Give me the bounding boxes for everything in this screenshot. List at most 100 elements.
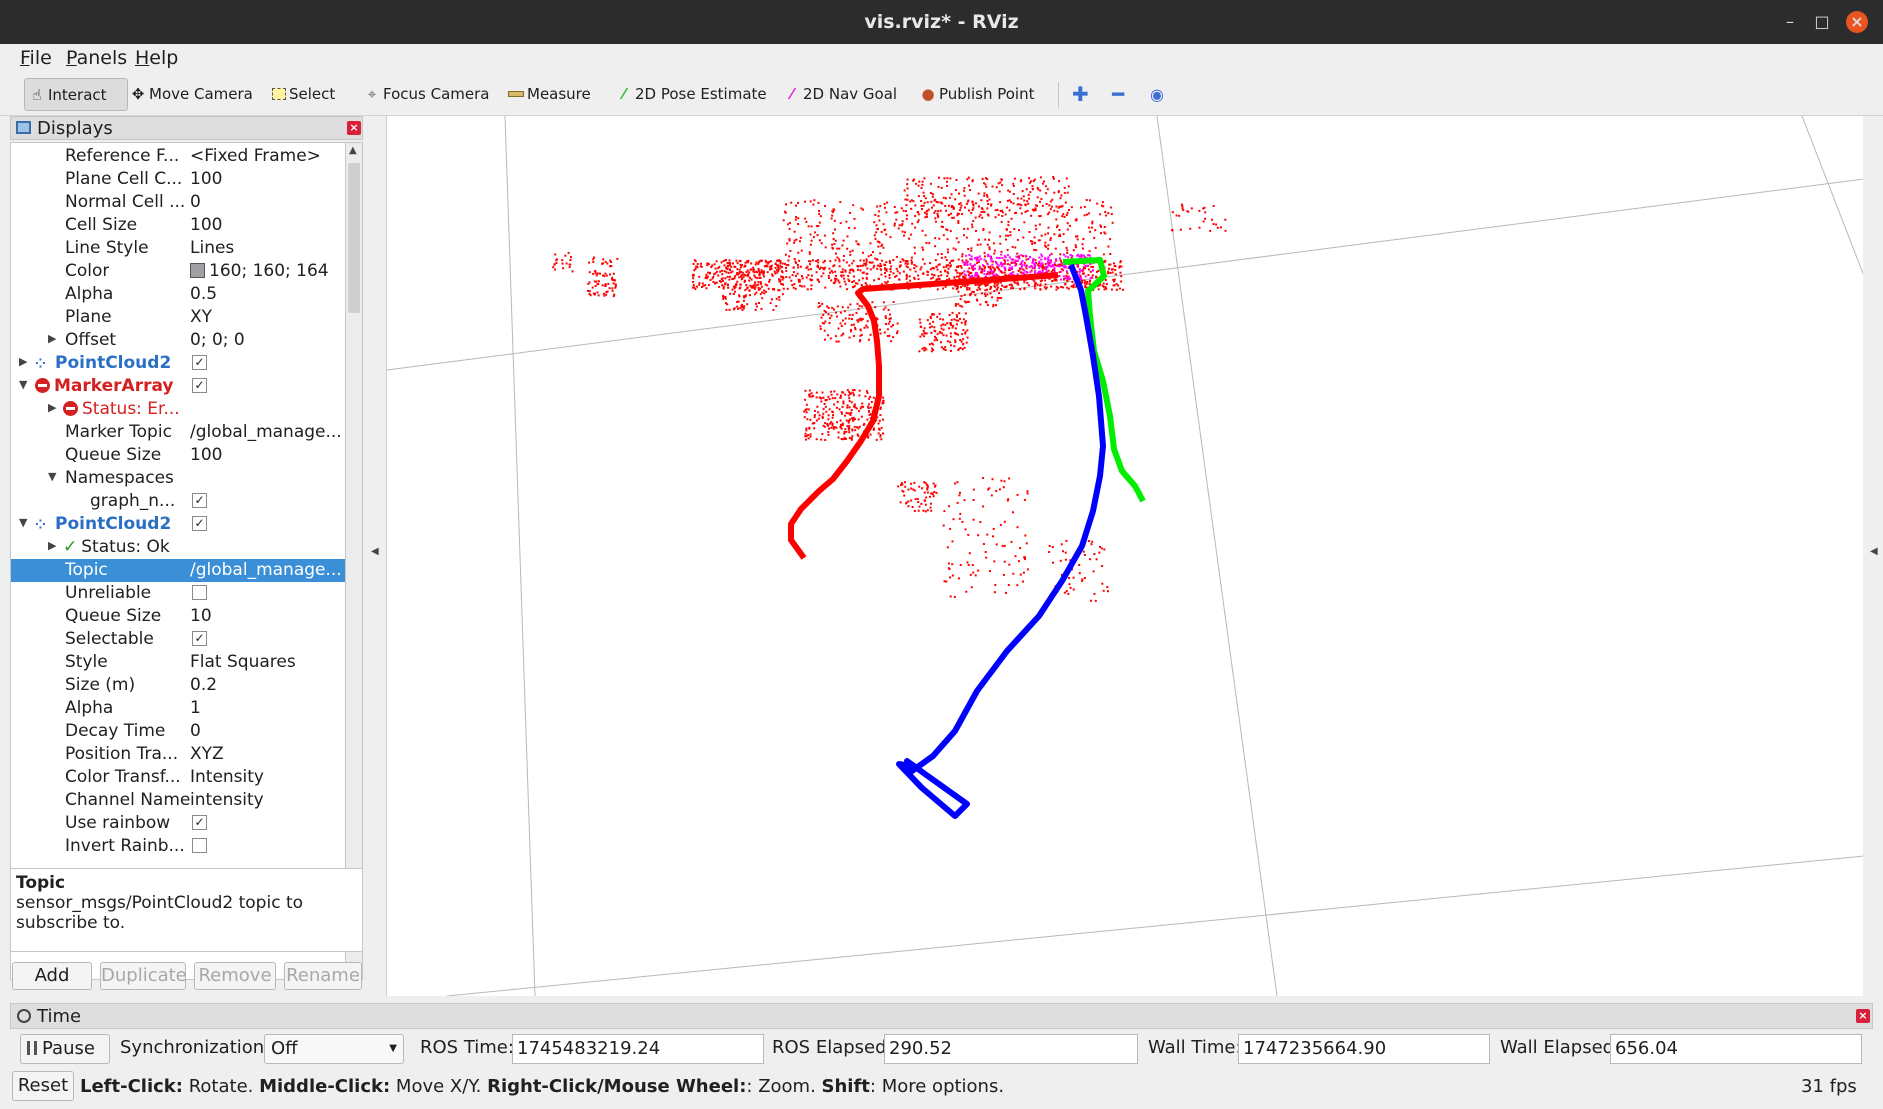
chevron-right-icon[interactable]: ▶ (19, 355, 28, 368)
tree-row-selected[interactable]: Topic/global_manage... (11, 559, 345, 582)
render-viewport[interactable] (386, 116, 1863, 996)
menu-help[interactable]: Help (135, 47, 179, 69)
pose-estimate-label: 2D Pose Estimate (635, 85, 767, 103)
tree-row[interactable]: Decay Time 0 (65, 721, 201, 741)
green-arrow-icon: ⁄ (622, 85, 626, 103)
tree-row[interactable]: Marker Topic/global_manage... (65, 422, 342, 442)
left-dock-splitter[interactable]: ◀ (366, 116, 384, 996)
chevron-down-icon[interactable]: ▼ (19, 516, 28, 529)
tree-row[interactable]: Invert Rainb... (11, 835, 345, 858)
ros-time-field[interactable]: 1745483219.24 (512, 1034, 764, 1064)
tree-row[interactable]: ▶ Offset 0; 0; 0 (48, 330, 245, 350)
scroll-thumb[interactable] (348, 163, 360, 313)
add-display-button[interactable]: Add (12, 962, 92, 990)
tree-row[interactable]: Plane Cell C... 100 (65, 169, 223, 189)
ros-elapsed-field[interactable]: 290.52 (884, 1034, 1138, 1064)
chevron-down-icon[interactable]: ▼ (48, 470, 57, 483)
enable-checkbox[interactable]: ✓ (192, 355, 207, 370)
enable-checkbox[interactable]: ✓ (192, 516, 207, 531)
tree-row-markerarray[interactable]: ▼ MarkerArray ✓ (11, 375, 345, 398)
select-tool-button[interactable]: Select (272, 78, 335, 111)
tree-row[interactable]: Color 160; 160; 164 (65, 261, 329, 281)
tree-row[interactable]: Plane XY (65, 307, 213, 327)
publish-point-tool-button[interactable]: ● Publish Point (920, 78, 1034, 111)
selectable-checkbox[interactable]: ✓ (192, 631, 207, 646)
nav-goal-tool-button[interactable]: ⁄ 2D Nav Goal (784, 78, 897, 111)
reset-button[interactable]: Reset (12, 1071, 74, 1101)
eye-icon[interactable]: ◉ (1150, 85, 1164, 104)
crosshair-icon: ⌖ (367, 85, 377, 103)
invert-rainbow-checkbox[interactable] (192, 838, 207, 853)
tree-scrollbar[interactable]: ▲ ▼ (346, 142, 363, 980)
sync-select[interactable]: Off ▼ (264, 1034, 404, 1064)
duplicate-display-button[interactable]: Duplicate (100, 962, 187, 990)
tree-row-pointcloud2[interactable]: ▼ ⁘ PointCloud2 ✓ (11, 513, 345, 536)
tree-row[interactable]: Style Flat Squares (65, 652, 296, 672)
measure-tool-button[interactable]: Measure (508, 78, 591, 111)
scroll-up-icon[interactable]: ▲ (349, 145, 357, 156)
focus-camera-tool-button[interactable]: ⌖ Focus Camera (364, 78, 490, 111)
wall-elapsed-field[interactable]: 656.04 (1610, 1034, 1862, 1064)
tree-row[interactable]: Alpha 1 (65, 698, 201, 718)
tree-row[interactable]: Unreliable (11, 582, 345, 605)
unreliable-checkbox[interactable] (192, 585, 207, 600)
color-swatch[interactable] (190, 263, 205, 278)
pose-estimate-tool-button[interactable]: ⁄ 2D Pose Estimate (616, 78, 767, 111)
maximize-icon[interactable]: □ (1814, 12, 1830, 31)
tree-row-status-error[interactable]: ▶ Status: Er... (48, 399, 180, 419)
scene-canvas[interactable] (387, 116, 1863, 996)
chevron-down-icon[interactable]: ▼ (19, 378, 28, 391)
tree-row[interactable]: Size (m) 0.2 (65, 675, 218, 695)
chevron-right-icon[interactable]: ▶ (48, 332, 57, 345)
chevron-right-icon[interactable]: ▶ (48, 539, 57, 552)
tree-row[interactable]: Queue Size 10 (65, 606, 212, 626)
pause-button[interactable]: Pause (20, 1034, 110, 1064)
rename-display-button[interactable]: Rename (284, 962, 362, 990)
collapse-right-icon[interactable]: ◀ (1870, 546, 1878, 557)
wall-elapsed-label: Wall Elapsed: (1500, 1037, 1621, 1058)
tree-row[interactable]: Cell Size 100 (65, 215, 223, 235)
remove-display-button[interactable]: Remove (194, 962, 276, 990)
enable-checkbox[interactable]: ✓ (192, 378, 207, 393)
pointcloud-icon: ⁘ (35, 518, 46, 533)
close-icon[interactable]: × (1846, 11, 1868, 33)
tree-row[interactable]: graph_n... ✓ (11, 490, 345, 513)
tree-row[interactable]: Line Style Lines (65, 238, 235, 258)
tree-row-status-ok[interactable]: ▶ ✓ Status: Ok (48, 537, 170, 557)
tree-row-pointcloud2[interactable]: ▶ ⁘ PointCloud2 ✓ (11, 352, 345, 375)
tree-row[interactable]: Queue Size 100 (65, 445, 223, 465)
displays-tree[interactable]: Reference F... <Fixed Frame> Plane Cell C… (10, 142, 346, 980)
time-panel-header: Time × (10, 1003, 1873, 1029)
close-panel-icon[interactable]: × (347, 121, 361, 135)
namespace-checkbox[interactable]: ✓ (192, 493, 207, 508)
remove-tool-icon[interactable]: ━ (1112, 82, 1125, 106)
close-panel-icon[interactable]: × (1856, 1009, 1870, 1023)
chevron-right-icon[interactable]: ▶ (48, 401, 57, 414)
move-camera-tool-button[interactable]: ✥ Move Camera (130, 78, 253, 111)
add-tool-icon[interactable]: ✚ (1072, 82, 1089, 106)
menu-panels[interactable]: Panels (66, 47, 128, 69)
tree-row[interactable]: Selectable ✓ (11, 628, 345, 651)
grid-lines (387, 116, 1863, 996)
use-rainbow-checkbox[interactable]: ✓ (192, 815, 207, 830)
interact-tool-button[interactable]: ☝ Interact (24, 78, 128, 111)
toolbar-separator (1058, 82, 1059, 108)
window-titlebar: vis.rviz* - RViz – □ × (0, 0, 1883, 44)
tree-row[interactable]: Reference F... <Fixed Frame> (65, 146, 321, 166)
right-dock-splitter[interactable]: ◀ (1865, 116, 1883, 996)
move-icon: ✥ (131, 85, 145, 103)
tree-row[interactable]: ▼ Namespaces (48, 468, 174, 488)
tree-row[interactable]: Alpha 0.5 (65, 284, 218, 304)
collapse-left-icon[interactable]: ◀ (371, 546, 379, 557)
tree-row[interactable]: Position Tra... XYZ (65, 744, 224, 764)
minimize-icon[interactable]: – (1786, 12, 1794, 31)
wall-time-field[interactable]: 1747235664.90 (1238, 1034, 1490, 1064)
tree-row[interactable]: Use rainbow ✓ (11, 812, 345, 835)
tree-row[interactable]: Normal Cell ... 0 (65, 192, 201, 212)
sync-label: Synchronization: (120, 1037, 271, 1058)
chevron-down-icon: ▼ (389, 1043, 397, 1054)
property-description: Topic sensor_msgs/PointCloud2 topic to s… (10, 868, 363, 952)
tree-row[interactable]: Channel Name intensity (65, 790, 264, 810)
tree-row[interactable]: Color Transf... Intensity (65, 767, 264, 787)
menu-file[interactable]: File (20, 47, 52, 69)
